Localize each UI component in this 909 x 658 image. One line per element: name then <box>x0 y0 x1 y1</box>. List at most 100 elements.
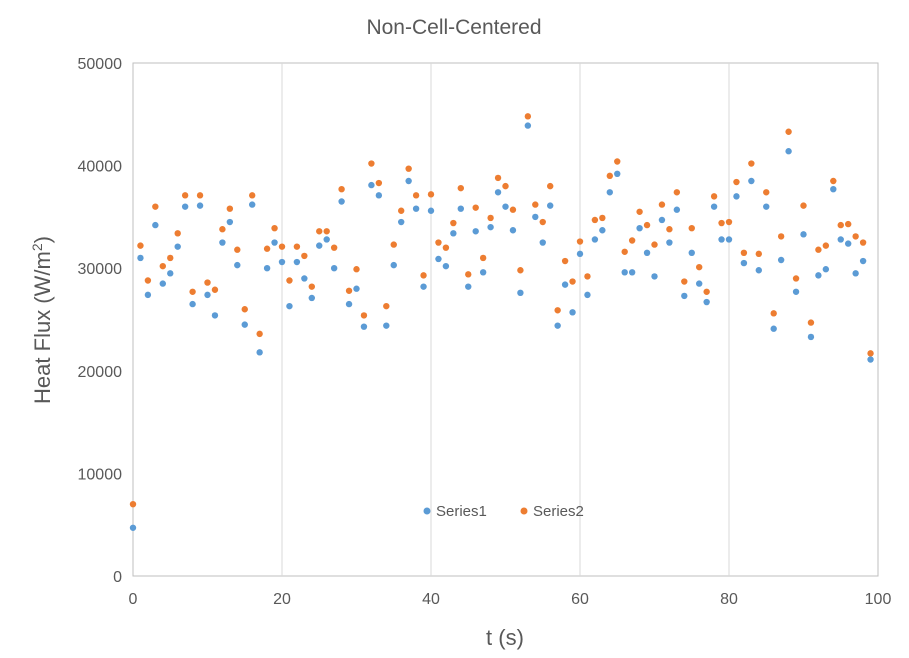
data-point-series2 <box>733 178 740 186</box>
data-point-series2 <box>479 254 487 262</box>
data-point-series2 <box>323 228 330 235</box>
data-point-series2 <box>450 219 457 227</box>
x-tick-label: 80 <box>720 591 738 608</box>
data-point-series2 <box>532 201 539 208</box>
data-point-series2 <box>815 246 822 253</box>
data-point-series2 <box>211 286 219 293</box>
data-point-series2 <box>487 214 494 222</box>
legend-label-series1: Series1 <box>436 503 487 520</box>
data-point-series1 <box>405 177 412 185</box>
data-point-series1 <box>308 294 315 302</box>
data-point-series2 <box>725 218 733 226</box>
data-point-series1 <box>703 298 710 306</box>
chart-title: Non-Cell-Centered <box>366 16 541 39</box>
data-point-series1 <box>375 192 383 199</box>
data-point-series1 <box>234 261 241 269</box>
data-point-series1 <box>792 288 800 295</box>
y-tick-label: 0 <box>113 569 122 586</box>
data-point-series1 <box>465 283 472 290</box>
data-point-series1 <box>494 189 502 196</box>
data-point-series2 <box>867 350 874 357</box>
data-point-series2 <box>375 179 383 187</box>
data-point-series1 <box>636 224 643 232</box>
data-point-series1 <box>174 243 181 250</box>
data-point-series2 <box>524 113 532 120</box>
data-point-series1 <box>457 205 464 212</box>
data-point-series1 <box>420 283 427 290</box>
data-point-series2 <box>666 226 673 233</box>
y-tick-label: 40000 <box>78 159 123 176</box>
data-point-series2 <box>710 193 718 200</box>
data-point-series1 <box>547 202 554 209</box>
data-point-series2 <box>859 239 867 246</box>
data-point-series1 <box>785 148 792 155</box>
data-point-series2 <box>271 224 278 232</box>
data-point-series2 <box>442 244 450 251</box>
x-tick-label: 60 <box>571 591 589 608</box>
data-point-series1 <box>509 227 517 234</box>
data-point-series2 <box>360 312 368 319</box>
data-point-series2 <box>196 192 204 199</box>
y-axis-title: Heat Flux (W/m2) <box>29 236 55 404</box>
legend-label-series2: Series2 <box>533 503 584 520</box>
data-point-series2 <box>755 250 762 258</box>
data-point-series2 <box>606 172 613 180</box>
data-point-series2 <box>174 230 181 237</box>
data-point-series1 <box>152 221 159 229</box>
data-point-series2 <box>569 278 576 285</box>
data-point-series1 <box>733 193 740 200</box>
data-point-series1 <box>398 218 405 226</box>
data-point-series2 <box>740 249 748 257</box>
data-point-series1 <box>807 333 815 341</box>
data-point-series2 <box>234 246 241 253</box>
data-point-series1 <box>569 309 576 316</box>
data-point-series1 <box>256 349 263 356</box>
data-point-series1 <box>777 256 785 264</box>
y-axis-title-superscript: 2 <box>29 243 45 251</box>
data-point-series1 <box>837 236 844 243</box>
data-point-series2 <box>330 244 338 251</box>
data-point-series1 <box>770 325 777 332</box>
data-point-series2 <box>837 221 844 229</box>
data-point-series1 <box>599 227 606 234</box>
data-point-series1 <box>628 269 636 276</box>
data-point-series2 <box>256 330 263 338</box>
data-point-series2 <box>398 207 405 214</box>
data-point-series1 <box>435 255 442 263</box>
data-point-series1 <box>852 270 859 277</box>
legend: Series1 Series2 <box>423 503 584 520</box>
x-tick-label: 20 <box>273 591 291 608</box>
data-point-series2 <box>539 218 546 226</box>
data-point-series1 <box>159 280 166 287</box>
data-point-series2 <box>576 238 584 245</box>
data-point-series1 <box>129 524 137 531</box>
data-point-series2 <box>144 277 152 284</box>
data-point-series1 <box>479 269 487 276</box>
data-point-series1 <box>204 291 211 299</box>
data-point-series1 <box>614 170 621 178</box>
data-point-series2 <box>293 243 301 250</box>
data-point-series2 <box>547 182 554 190</box>
data-point-series1 <box>606 189 613 196</box>
data-point-series1 <box>487 223 494 231</box>
data-point-series1 <box>219 239 226 246</box>
data-point-series1 <box>561 281 569 288</box>
data-point-series2 <box>807 319 815 326</box>
y-tick-label: 20000 <box>78 364 123 381</box>
data-point-series1 <box>189 300 196 308</box>
data-point-series2 <box>390 241 397 248</box>
data-point-series2 <box>204 279 211 286</box>
data-point-series2 <box>561 257 569 265</box>
data-point-series2 <box>301 252 308 260</box>
data-point-series1 <box>286 302 293 310</box>
data-point-series2 <box>777 233 785 240</box>
x-tick-label: 100 <box>865 591 892 608</box>
data-point-series2 <box>643 221 651 229</box>
data-point-series1 <box>330 265 338 272</box>
data-point-series1 <box>427 207 435 214</box>
data-point-series2 <box>368 160 375 167</box>
data-point-series2 <box>509 206 517 213</box>
plot-frame <box>132 62 879 577</box>
